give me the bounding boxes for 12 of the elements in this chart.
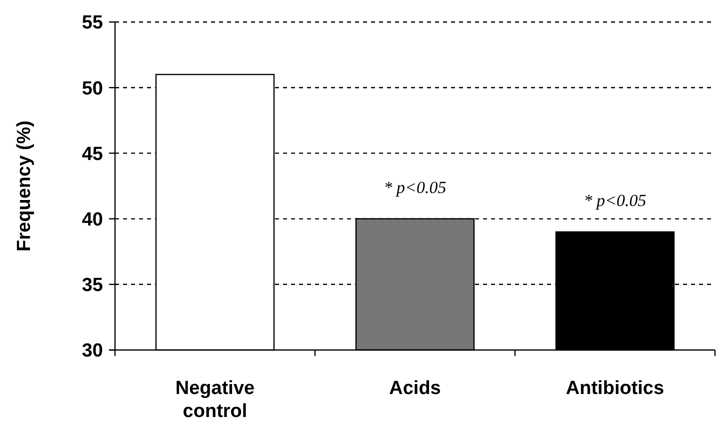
y-tick-label: 55 (82, 12, 104, 34)
annotation: * p<0.05 (584, 190, 646, 210)
annotation: * p<0.05 (384, 178, 446, 197)
y-tick-label: 35 (82, 275, 104, 296)
x-tick-label: Antibiotics (566, 378, 664, 399)
y-axis-title: Frequency (%) (14, 120, 35, 252)
y-tick-label: 30 (82, 340, 103, 362)
y-tick-label: 40 (82, 209, 103, 230)
x-tick-label: Acids (389, 378, 441, 399)
y-tick-label: 45 (82, 144, 104, 165)
y-tick-label: 50 (82, 78, 103, 100)
x-tick-label: Negative control (175, 378, 255, 422)
